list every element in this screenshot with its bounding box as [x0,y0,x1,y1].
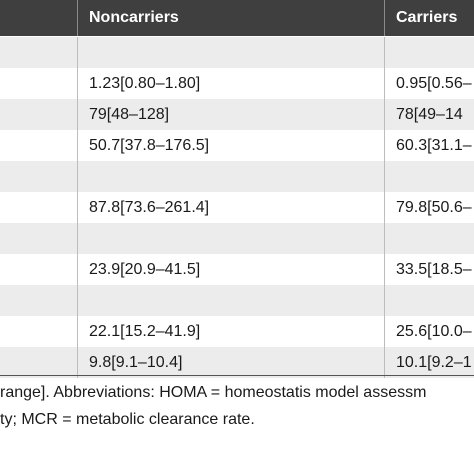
table-row [0,37,474,68]
column-divider [77,161,78,192]
footnote-line-2: ty; MCR = metabolic clearance rate. [0,411,255,428]
column-divider [77,99,78,130]
column-divider [77,223,78,254]
table-row: 87.8[73.6–261.4] 79.8[50.6– [0,192,474,223]
column-divider [384,223,385,254]
header-divider [384,0,385,36]
column-divider [77,347,78,378]
column-divider [384,37,385,68]
table-row: 22.1[15.2–41.9] 25.6[10.0– [0,316,474,347]
column-divider [384,99,385,130]
column-divider [77,285,78,316]
column-divider [384,161,385,192]
column-divider [384,254,385,285]
carriers-cell: 78[49–14 [396,106,463,123]
column-divider [77,192,78,223]
noncarriers-cell: 87.8[73.6–261.4] [89,199,210,216]
noncarriers-cell: 79[48–128] [89,106,170,123]
column-divider [384,192,385,223]
table-row [0,285,474,316]
column-divider [77,130,78,161]
column-divider [384,68,385,99]
table-row [0,161,474,192]
column-divider [384,347,385,378]
column-divider [77,316,78,347]
header-divider [77,0,78,36]
carriers-cell: 60.3[31.1– [396,137,472,154]
table-row: 79[48–128] 78[49–14 [0,99,474,130]
noncarriers-cell: 9.8[9.1–10.4] [89,354,183,371]
column-divider [384,285,385,316]
column-divider [384,130,385,161]
table-row [0,223,474,254]
noncarriers-cell: 50.7[37.8–176.5] [89,137,210,154]
table-row: 1.23[0.80–1.80] 0.95[0.56– [0,68,474,99]
noncarriers-cell: 1.23[0.80–1.80] [89,75,201,92]
carriers-cell: 33.5[18.5– [396,261,472,278]
column-divider [77,68,78,99]
noncarriers-cell: 22.1[15.2–41.9] [89,323,201,340]
column-divider [77,254,78,285]
carriers-column-header: Carriers [396,9,458,26]
carriers-cell: 0.95[0.56– [396,75,472,92]
carriers-cell: 79.8[50.6– [396,199,472,216]
column-divider [384,316,385,347]
table-header: Noncarriers Carriers [0,0,474,36]
noncarriers-cell: 23.9[20.9–41.5] [89,261,201,278]
carriers-cell: 10.1[9.2–1 [396,354,472,371]
carriers-cell: 25.6[10.0– [396,323,472,340]
noncarriers-column-header: Noncarriers [89,9,179,26]
table-row: 50.7[37.8–176.5] 60.3[31.1– [0,130,474,161]
table-row: 23.9[20.9–41.5] 33.5[18.5– [0,254,474,285]
column-divider [77,37,78,68]
table-bottom-rule [0,375,474,376]
table-row: 9.8[9.1–10.4] 10.1[9.2–1 [0,347,474,378]
footnote-line-1: range]. Abbreviations: HOMA = homeostati… [0,384,427,401]
